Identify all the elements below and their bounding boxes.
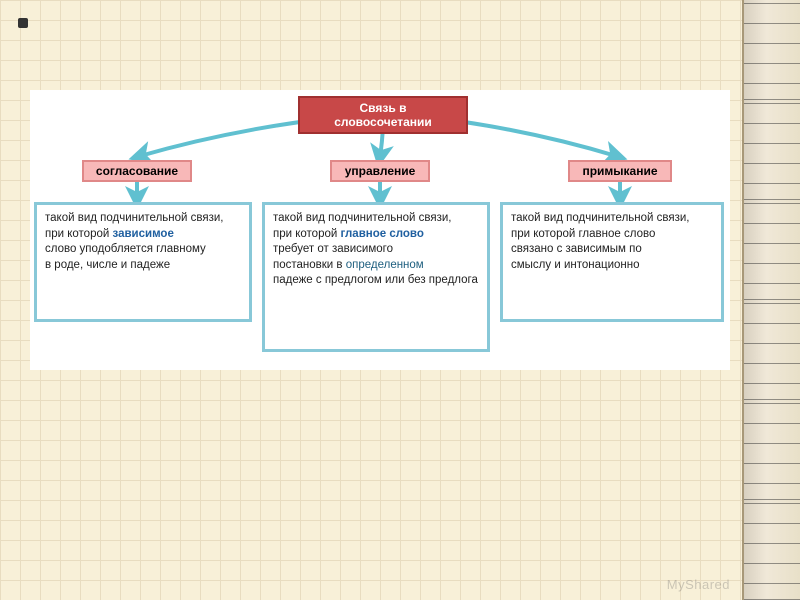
leaf-line: связано с зависимым по xyxy=(511,242,713,258)
leaf-line: слово уподобляется главному xyxy=(45,242,241,258)
leaf-node-1: такой вид подчинительной связи,при котор… xyxy=(262,202,490,352)
leaf-line: при которой зависимое xyxy=(45,227,241,243)
leaf-line: такой вид подчинительной связи, xyxy=(45,211,241,227)
child-node-1: управление xyxy=(330,160,430,182)
leaf-line: падеже с предлогом или без предлога xyxy=(273,273,479,289)
leaf-line: такой вид подчинительной связи, xyxy=(511,211,713,227)
leaf-line: при которой главное слово xyxy=(273,227,479,243)
leaf-line: при которой главное слово xyxy=(511,227,713,243)
diagram-container: Связь в словосочетании согласование такой… xyxy=(30,90,730,370)
watermark: MyShared xyxy=(667,577,730,592)
leaf-node-2: такой вид подчинительной связи,при котор… xyxy=(500,202,724,322)
leaf-node-0: такой вид подчинительной связи,при котор… xyxy=(34,202,252,322)
leaf-line: в роде, числе и падеже xyxy=(45,258,241,274)
leaf-line: постановки в определенном xyxy=(273,258,479,274)
ruler-decoration xyxy=(742,0,800,600)
child-node-0: согласование xyxy=(82,160,192,182)
leaf-line: требует от зависимого xyxy=(273,242,479,258)
leaf-line: смыслу и интонационно xyxy=(511,258,713,274)
root-node: Связь в словосочетании xyxy=(298,96,468,134)
child-node-2: примыкание xyxy=(568,160,672,182)
leaf-line: такой вид подчинительной связи, xyxy=(273,211,479,227)
bullet-marker xyxy=(18,18,28,28)
